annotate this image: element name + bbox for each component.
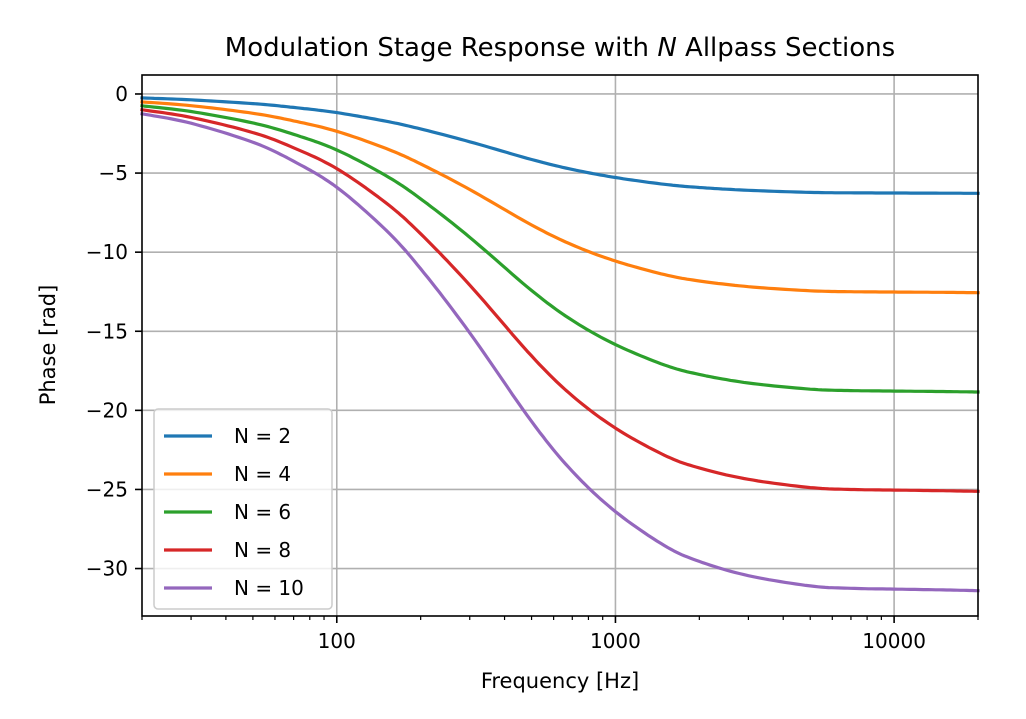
y-tick-label: −25 (86, 477, 128, 501)
y-tick-label: 0 (115, 82, 128, 106)
y-tick-label: −10 (86, 240, 128, 264)
legend-entry-label: N = 4 (234, 462, 291, 486)
legend: N = 2 N = 4 N = 6 N = 8 N = 10 (153, 408, 333, 610)
legend-entry-label: N = 8 (234, 538, 291, 562)
series-line-3 (140, 104, 980, 394)
legend-box (153, 408, 333, 610)
x-tick-label: 1000 (590, 629, 641, 653)
x-tick-label: 100 (318, 629, 356, 653)
grid-lines (142, 75, 978, 616)
plot-frame (141, 74, 979, 617)
legend-entry-label: N = 2 (234, 424, 291, 448)
axis-ticks: 100 1000 10000 0 −5 −10 −15 −20 −25 −30 (86, 82, 979, 653)
x-tick-label: 10000 (862, 629, 926, 653)
chart-title-italic: N (657, 33, 676, 63)
chart-title-prefix: Modulation Stage Response with (225, 33, 658, 63)
series-line-5 (140, 111, 980, 593)
series-line-2 (140, 100, 980, 295)
chart-title-suffix: Allpass Sections (677, 33, 895, 63)
chart-title: Modulation Stage Response with N Allpass… (225, 33, 895, 63)
y-tick-label: −20 (86, 398, 128, 422)
legend-entry-label: N = 10 (234, 576, 304, 600)
y-tick-label: −15 (86, 319, 128, 343)
series-line-4 (140, 108, 980, 493)
series-line-1 (140, 96, 980, 195)
y-tick-label: −30 (86, 557, 128, 581)
y-tick-label: −5 (99, 161, 128, 185)
legend-entry-label: N = 6 (234, 500, 291, 524)
plot-area (140, 96, 980, 593)
x-axis-label: Frequency [Hz] (481, 669, 639, 693)
y-axis-label: Phase [rad] (36, 285, 60, 406)
